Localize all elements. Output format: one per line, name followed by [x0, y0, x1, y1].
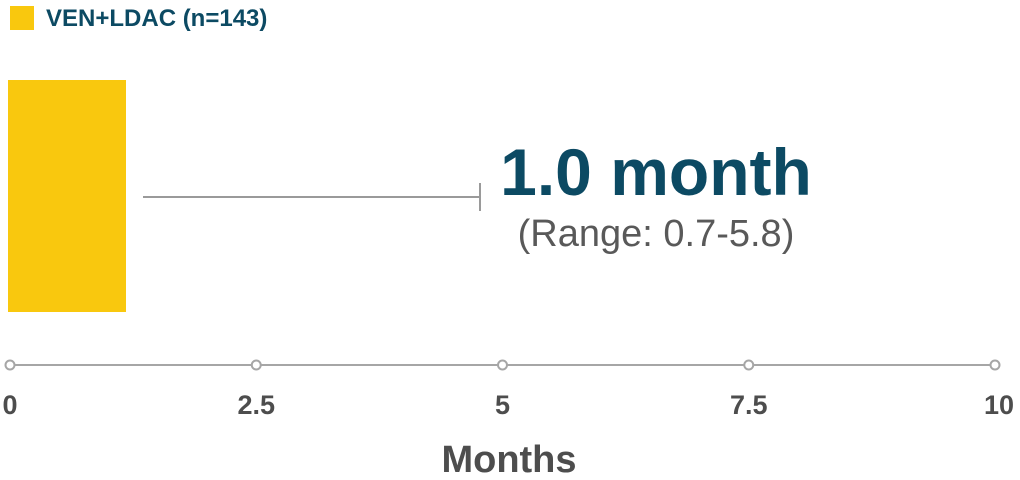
x-tick-label: 7.5 — [730, 390, 768, 420]
x-tick-marker — [743, 359, 755, 371]
legend: VEN+LDAC (n=143) — [10, 5, 267, 32]
x-tick-label: 0 — [2, 390, 17, 420]
x-axis: 0 2.5 5 7.5 10 — [2, 359, 1014, 420]
x-tick-label: 10 — [984, 390, 1014, 420]
legend-swatch — [10, 6, 34, 30]
range-annotation-label: (Range: 0.7-5.8) — [518, 213, 795, 255]
x-tick-marker — [250, 359, 262, 371]
x-tick-marker — [989, 359, 1001, 371]
bar-ven-ldac — [8, 80, 126, 312]
median-value-label: 1.0 month — [500, 135, 812, 209]
x-tick-marker — [4, 359, 16, 371]
legend-label: VEN+LDAC (n=143) — [46, 5, 267, 32]
x-tick-marker — [497, 359, 508, 371]
x-tick-label: 5 — [495, 390, 510, 420]
x-tick-label: 2.5 — [237, 390, 275, 420]
x-axis-title: Months — [441, 439, 576, 480]
